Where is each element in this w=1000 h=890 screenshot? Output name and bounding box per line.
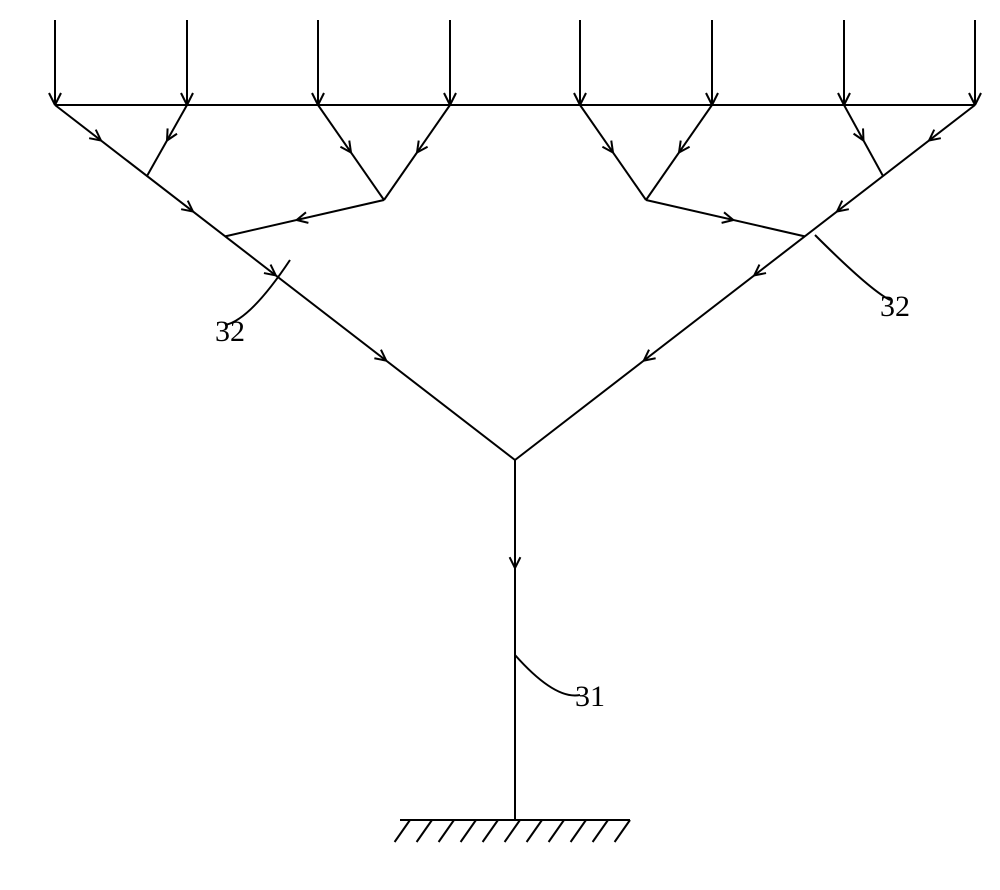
tree-load-diagram: [0, 0, 1000, 890]
